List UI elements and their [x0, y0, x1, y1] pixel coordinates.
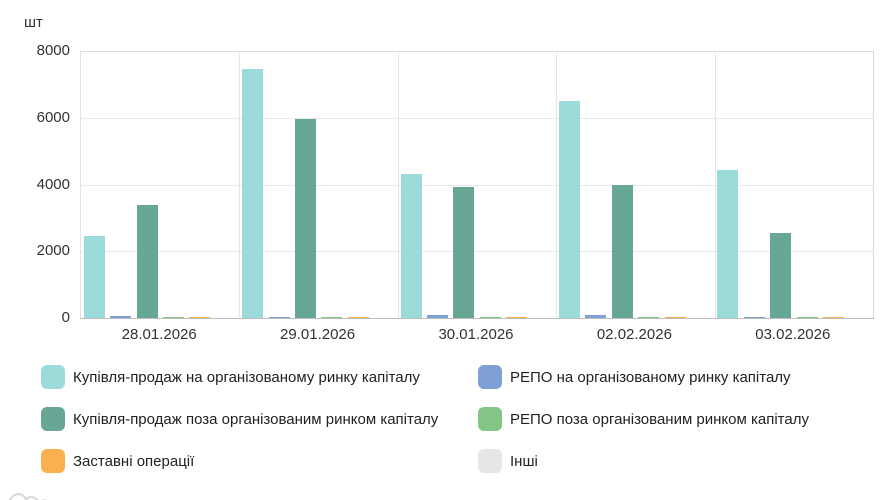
y-axis-tick-label: 4000	[36, 175, 70, 193]
bar-series-3-29.01.2026[interactable]	[321, 317, 343, 318]
bar-series-2-02.02.2026[interactable]	[611, 184, 633, 318]
legend-swatch-icon	[41, 365, 65, 389]
legend-swatch-icon	[478, 407, 502, 431]
x-axis-tick-label: 29.01.2026	[280, 326, 356, 343]
legend-swatch-icon	[41, 449, 65, 473]
bar-series-3-03.02.2026[interactable]	[796, 317, 818, 318]
legend-swatch-icon	[41, 407, 65, 431]
x-axis-tick-label: 28.01.2026	[121, 326, 197, 343]
bar-series-1-29.01.2026[interactable]	[268, 317, 290, 318]
bar-series-0-30.01.2026[interactable]	[400, 173, 422, 318]
legend-item-label: РЕПО поза організованим ринком капіталу	[510, 410, 809, 428]
y-axis-tick-label: 0	[61, 309, 70, 326]
bar-series-4-03.02.2026[interactable]	[822, 316, 844, 318]
gridline-y-8000	[81, 51, 873, 52]
bar-series-4-30.01.2026[interactable]	[506, 316, 528, 318]
legend: Купівля-продаж на організованому ринку к…	[41, 365, 809, 473]
legend-swatch-icon	[478, 365, 502, 389]
legend-item-series-0[interactable]: Купівля-продаж на організованому ринку к…	[41, 365, 478, 389]
bar-series-0-28.01.2026[interactable]	[83, 236, 105, 318]
amcharts-logo[interactable]	[4, 481, 66, 500]
y-axis-tick-label: 8000	[36, 42, 70, 59]
x-axis-tick-label: 02.02.2026	[596, 326, 672, 343]
legend-swatch-icon	[478, 449, 502, 473]
y-axis-tick-label: 6000	[36, 108, 70, 126]
legend-item-label: Інші	[510, 452, 538, 470]
y-axis-tick-label: 2000	[36, 242, 70, 260]
legend-item-label: РЕПО на організованому ринку капіталу	[510, 368, 791, 386]
legend-item-series-1[interactable]: РЕПО на організованому ринку капіталу	[478, 365, 809, 389]
y-axis-unit-label: шт	[24, 14, 43, 31]
x-axis-line	[80, 318, 874, 319]
bar-series-1-03.02.2026[interactable]	[743, 316, 765, 318]
category-separator	[239, 51, 241, 318]
bar-series-2-03.02.2026[interactable]	[770, 233, 792, 318]
gridline-y-6000	[81, 117, 873, 119]
bar-series-1-30.01.2026[interactable]	[426, 315, 448, 318]
x-axis-tick-label: 30.01.2026	[438, 326, 514, 343]
bar-series-3-02.02.2026[interactable]	[638, 317, 660, 318]
category-separator	[714, 51, 716, 318]
gridline-y-4000	[81, 184, 873, 186]
bar-series-3-28.01.2026[interactable]	[162, 317, 184, 318]
plot-area	[80, 51, 874, 319]
gridline-y-2000	[81, 251, 873, 253]
bar-series-4-28.01.2026[interactable]	[189, 317, 211, 318]
legend-item-label: Заставні операції	[73, 452, 195, 470]
bar-series-0-02.02.2026[interactable]	[558, 101, 580, 318]
legend-item-series-2[interactable]: Купівля-продаж поза організованим ринком…	[41, 407, 478, 431]
bar-series-2-29.01.2026[interactable]	[294, 118, 316, 318]
bar-series-4-29.01.2026[interactable]	[347, 317, 369, 318]
legend-item-series-4[interactable]: Заставні операції	[41, 449, 478, 473]
category-separator	[556, 51, 558, 318]
bar-series-4-02.02.2026[interactable]	[664, 316, 686, 318]
x-axis-tick-label: 03.02.2026	[755, 326, 831, 343]
bar-series-3-30.01.2026[interactable]	[479, 317, 501, 318]
bar-series-1-28.01.2026[interactable]	[110, 316, 132, 318]
bar-series-2-30.01.2026[interactable]	[453, 186, 475, 318]
category-separator	[397, 51, 399, 318]
legend-item-label: Купівля-продаж на організованому ринку к…	[73, 368, 420, 386]
bar-series-0-29.01.2026[interactable]	[242, 69, 264, 318]
amcharts-logo-icon	[8, 493, 48, 500]
legend-item-series-3[interactable]: РЕПО поза організованим ринком капіталу	[478, 407, 809, 431]
bar-series-2-28.01.2026[interactable]	[136, 204, 158, 318]
legend-item-label: Купівля-продаж поза організованим ринком…	[73, 410, 439, 428]
legend-item-series-5[interactable]: Інші	[478, 449, 809, 473]
bar-series-0-03.02.2026[interactable]	[717, 170, 739, 318]
bar-series-1-02.02.2026[interactable]	[585, 315, 607, 318]
